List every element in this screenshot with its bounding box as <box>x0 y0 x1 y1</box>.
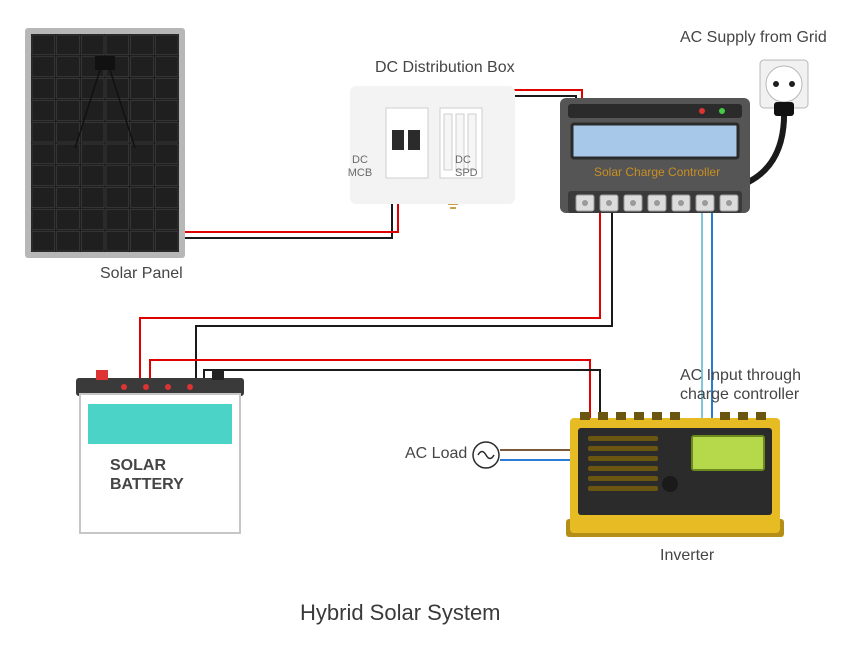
inverter <box>566 412 784 537</box>
wall-socket <box>760 60 808 116</box>
diagram-title: Hybrid Solar System <box>300 600 501 625</box>
scc-label: Solar Charge Controller <box>594 165 720 179</box>
label-inverter: Inverter <box>660 547 715 564</box>
label-panel: Solar Panel <box>100 265 183 282</box>
solar-battery <box>76 370 244 533</box>
label-grid: AC Supply from Grid <box>680 29 827 46</box>
label-dcbox: DC Distribution Box <box>375 59 515 76</box>
dc-distribution-box <box>350 86 515 204</box>
label-acload: AC Load <box>405 445 467 462</box>
solar-panel <box>25 28 185 258</box>
solar-charge-controller: Solar Charge Controller <box>560 98 750 213</box>
